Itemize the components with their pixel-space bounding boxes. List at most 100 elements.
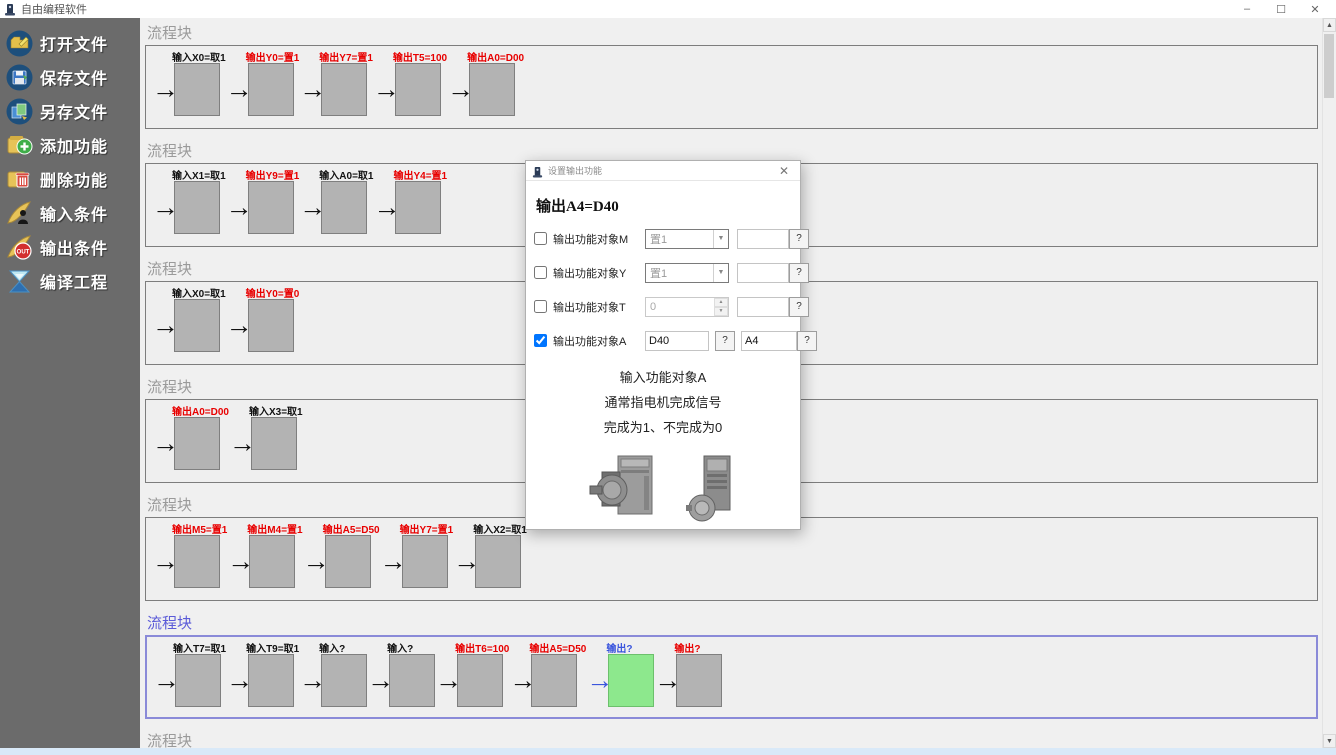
flow-arrow-icon: → — [435, 665, 463, 695]
a-object-name-input[interactable] — [741, 330, 797, 351]
flow-block[interactable] — [394, 63, 441, 116]
flow-block[interactable] — [174, 299, 220, 352]
maximize-button[interactable]: ☐ — [1276, 3, 1286, 16]
flow-arrow-icon: → — [225, 192, 253, 222]
flow-block[interactable] — [175, 654, 221, 707]
flow-block[interactable] — [248, 654, 295, 707]
flow-arrow-icon: → — [299, 74, 327, 104]
flow-block[interactable] — [401, 535, 448, 588]
flow-arrow-icon: → — [152, 310, 179, 340]
output-mode-dropdown[interactable]: 置1 ▼ — [645, 228, 729, 249]
sidebar-item-delete-function[interactable]: 删除功能 — [0, 162, 140, 196]
flow-block[interactable] — [395, 181, 442, 234]
close-button[interactable]: ✕ — [1310, 3, 1320, 16]
sidebar-item-compile-project[interactable]: 编译工程 — [0, 264, 140, 298]
help-button[interactable]: ? — [797, 330, 817, 351]
flow-unit: 输出Y9=置1 → — [225, 167, 299, 246]
flow-block-title: 流程块 — [147, 733, 193, 748]
help-button[interactable]: ? — [789, 262, 809, 283]
dialog-titlebar: 设置输出功能 ✕ — [526, 161, 800, 181]
flow-block-selected[interactable] — [608, 654, 655, 707]
a-object-data-input[interactable] — [645, 330, 709, 351]
flow-block[interactable] — [174, 63, 220, 116]
help-button[interactable]: ? — [789, 296, 809, 317]
flow-block[interactable] — [321, 181, 368, 234]
output-object-value-input[interactable] — [737, 228, 789, 249]
flow-arrow-icon: → — [372, 74, 400, 104]
scrollbar-thumb[interactable] — [1324, 34, 1334, 98]
scroll-down-icon[interactable]: ▼ — [1323, 734, 1336, 748]
sidebar-item-label: 添加功能 — [40, 139, 109, 156]
scrollbar-track[interactable] — [1323, 32, 1336, 734]
sidebar-item-save-file[interactable]: 保存文件 — [0, 60, 140, 94]
flow-block[interactable] — [247, 181, 294, 234]
sidebar-item-input-condition[interactable]: 输入条件 — [0, 196, 140, 230]
flow-unit: 输入? → — [367, 640, 436, 717]
flow-unit: 输入T9=取1 → — [226, 640, 299, 717]
save-file-icon — [6, 64, 33, 91]
flow-block-label: 输出? — [606, 644, 633, 655]
output-object-checkbox[interactable] — [534, 266, 547, 279]
flow-block-container[interactable]: 输入X0=取1 → 输出Y0=置1 → 输出Y7=置1 → 输出T5=100 → 输出A0=D0… — [145, 45, 1318, 129]
flow-block[interactable] — [676, 654, 723, 707]
servo-drive-image — [686, 455, 731, 522]
flow-block[interactable] — [324, 535, 371, 588]
flow-block-label: 输出T6=100 — [455, 644, 510, 655]
flow-block[interactable] — [469, 63, 516, 116]
flow-unit: 输出? → — [586, 640, 655, 717]
flow-block[interactable] — [321, 63, 368, 116]
timer-value-spinner[interactable]: 0 ▲ ▼ — [645, 296, 729, 317]
flow-block-title: 流程块 — [147, 143, 193, 160]
flow-block-section: 流程块 — [145, 730, 1318, 748]
flow-block[interactable] — [247, 63, 294, 116]
flow-block[interactable] — [250, 417, 297, 470]
flow-arrow-icon: → — [152, 428, 179, 458]
output-mode-dropdown[interactable]: 置1 ▼ — [645, 262, 729, 283]
flow-arrow-icon: → — [367, 665, 395, 695]
flow-arrow-icon: → — [152, 74, 179, 104]
flow-block-container[interactable]: 输出M5=置1 → 输出M4=置1 → 输出A5=D50 → 输出Y7=置1 → 输入X2=取1… — [145, 517, 1318, 601]
spinner-down-icon[interactable]: ▼ — [714, 306, 728, 316]
flow-block-section-selected: 流程块 输入T7=取1 → 输入T9=取1 → 输入? → 输入? → 输出T6=100 → 输出A5… — [145, 612, 1318, 719]
output-object-value-input[interactable] — [737, 262, 789, 283]
sidebar: 打开文件保存文件 另存文件添加功能删除功能 输入条件 OUT 输出条件 编译工程 — [0, 18, 140, 748]
minimize-button[interactable]: – — [1243, 3, 1251, 15]
chevron-down-icon[interactable]: ▼ — [713, 229, 728, 248]
output-object-value-input[interactable] — [737, 296, 789, 317]
help-button[interactable]: ? — [789, 228, 809, 249]
sidebar-item-label: 打开文件 — [40, 37, 109, 54]
chevron-down-icon[interactable]: ▼ — [713, 263, 728, 282]
flow-unit: 输入X0=取1 → — [152, 49, 226, 128]
flow-arrow-icon: → — [586, 665, 614, 695]
sidebar-item-output-condition[interactable]: OUT 输出条件 — [0, 230, 140, 264]
flow-block-title: 流程块 — [147, 25, 193, 42]
flow-block-title: 流程块 — [147, 379, 193, 396]
flow-block[interactable] — [531, 654, 578, 707]
sidebar-item-label: 输出条件 — [40, 241, 109, 258]
flow-block-container[interactable]: 输入T7=取1 → 输入T9=取1 → 输入? → 输入? → 输出T6=100 → 输出A5=D5… — [145, 635, 1318, 719]
flow-block[interactable] — [174, 417, 220, 470]
flow-block[interactable] — [174, 181, 220, 234]
spinner-up-icon[interactable]: ▲ — [714, 297, 728, 307]
flow-block-label: 输入? — [387, 644, 414, 655]
flow-block[interactable] — [475, 535, 522, 588]
output-object-checkbox[interactable] — [534, 334, 547, 347]
sidebar-item-add-function[interactable]: 添加功能 — [0, 128, 140, 162]
scroll-up-icon[interactable]: ▲ — [1323, 18, 1336, 32]
flow-block[interactable] — [321, 654, 368, 707]
flow-unit: 输入X3=取1 → — [229, 403, 303, 482]
flow-block[interactable] — [457, 654, 504, 707]
flow-arrow-icon: → — [227, 546, 255, 576]
flow-block[interactable] — [389, 654, 436, 707]
flow-block[interactable] — [174, 535, 220, 588]
dialog-close-icon[interactable]: ✕ — [778, 163, 790, 178]
vertical-scrollbar[interactable]: ▲ ▼ — [1322, 18, 1336, 748]
sidebar-item-save-as-file[interactable]: 另存文件 — [0, 94, 140, 128]
flow-block[interactable] — [249, 535, 296, 588]
flow-block-label: 输入X2=取1 — [473, 525, 527, 536]
output-object-checkbox[interactable] — [534, 232, 547, 245]
flow-block[interactable] — [247, 299, 294, 352]
output-object-checkbox[interactable] — [534, 300, 547, 313]
sidebar-item-open-file[interactable]: 打开文件 — [0, 26, 140, 60]
help-button[interactable]: ? — [715, 330, 735, 351]
